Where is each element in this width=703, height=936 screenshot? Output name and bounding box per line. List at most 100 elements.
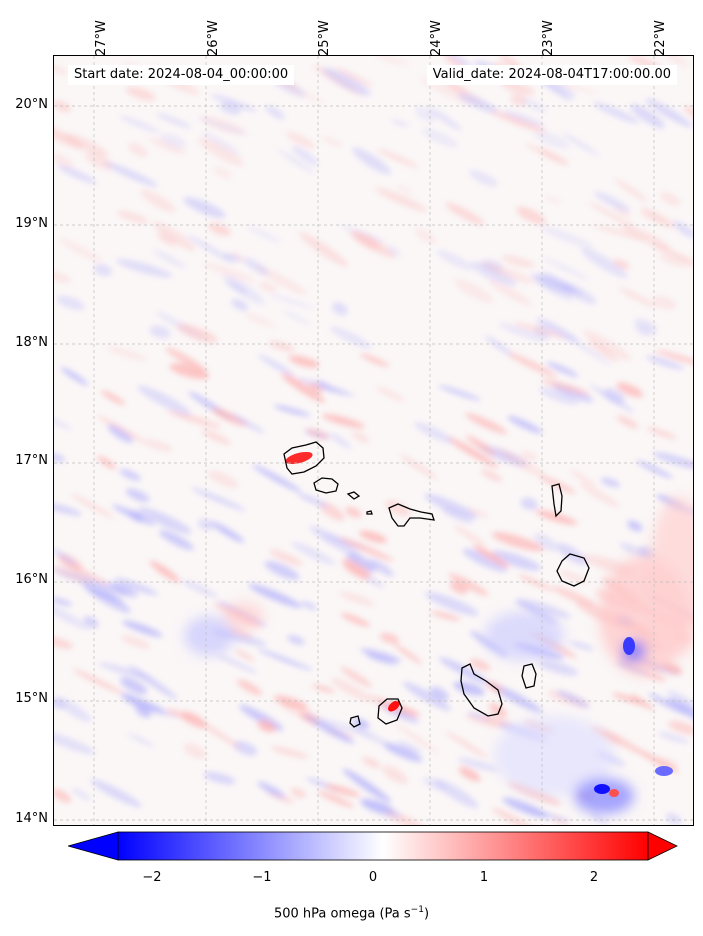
colorbar-gradient xyxy=(117,831,649,861)
omega-streak xyxy=(339,537,394,562)
omega-streak xyxy=(58,238,104,263)
omega-streak xyxy=(449,581,468,594)
omega-streak xyxy=(534,533,558,552)
omega-streak xyxy=(382,765,408,784)
omega-streak xyxy=(665,56,689,67)
omega-streak xyxy=(125,488,150,502)
omega-streak xyxy=(114,577,158,596)
omega-hotspots xyxy=(285,451,673,797)
island-santo-antao xyxy=(283,441,325,475)
omega-streak xyxy=(429,686,449,701)
omega-streak xyxy=(342,768,392,803)
omega-streak xyxy=(546,361,579,377)
omega-streak xyxy=(94,264,113,276)
omega-streak xyxy=(425,592,479,616)
island-santa-luzia xyxy=(346,491,361,500)
omega-streak xyxy=(128,665,178,700)
omega-streak xyxy=(329,326,372,349)
omega-streak xyxy=(236,679,263,696)
omega-streak xyxy=(448,573,489,596)
omega-streak xyxy=(119,469,141,481)
colorbar xyxy=(68,831,678,861)
omega-streak xyxy=(360,648,402,663)
latitude-label: 20°N xyxy=(15,97,48,112)
omega-streak xyxy=(427,107,463,131)
omega-streak xyxy=(330,678,371,702)
omega-streak xyxy=(128,143,148,157)
omega-streak xyxy=(54,730,96,755)
omega-streak xyxy=(645,355,684,370)
omega-streak xyxy=(109,582,138,598)
omega-streak xyxy=(346,553,377,573)
omega-streak xyxy=(473,544,510,568)
omega-streak xyxy=(441,507,474,524)
colorbar-tick: −2 xyxy=(142,870,162,885)
omega-streak xyxy=(339,591,375,606)
omega-streak xyxy=(231,299,248,311)
map-panel: Start date: 2024-08-04_00:00:00 Valid_da… xyxy=(53,55,694,826)
omega-streak xyxy=(169,363,210,380)
omega-streak xyxy=(362,757,381,769)
omega-streak xyxy=(465,413,508,435)
omega-streak xyxy=(54,453,66,462)
omega-streak xyxy=(230,413,265,434)
omega-streak xyxy=(54,602,91,631)
omega-streak xyxy=(332,302,348,316)
omega-streak xyxy=(369,558,394,577)
omega-streak xyxy=(666,812,682,825)
omega-streak xyxy=(652,452,693,469)
omega-streak xyxy=(498,322,546,342)
omega-streak xyxy=(376,386,405,402)
omega-streak xyxy=(222,253,242,262)
omega-streak xyxy=(222,274,265,305)
omega-streak xyxy=(510,94,527,107)
omega-streak xyxy=(57,164,97,184)
omega-streak xyxy=(321,413,365,429)
omega-streak xyxy=(516,598,572,619)
omega-streak xyxy=(458,766,481,782)
island-maio xyxy=(521,663,537,689)
omega-streak xyxy=(396,185,412,195)
omega-streak xyxy=(255,265,308,296)
omega-streak xyxy=(379,632,400,644)
omega-streak xyxy=(149,560,180,583)
omega-streak xyxy=(207,470,239,488)
omega-streak xyxy=(445,202,485,226)
omega-streak xyxy=(54,789,72,803)
omega-streak xyxy=(276,149,316,174)
colorbar-tick: 0 xyxy=(368,870,378,885)
omega-streak xyxy=(536,510,579,524)
longitude-label: 23°W xyxy=(541,20,556,56)
omega-streak xyxy=(659,192,681,206)
omega-streak xyxy=(156,233,177,247)
omega-streak xyxy=(673,221,693,238)
omega-streak xyxy=(453,525,487,547)
omega-streak xyxy=(375,56,409,66)
omega-streak xyxy=(56,295,85,311)
omega-streak xyxy=(480,261,535,284)
omega-streak xyxy=(645,98,692,128)
omega-streak xyxy=(569,641,595,651)
omega-streak xyxy=(203,771,236,785)
omega-streak xyxy=(582,330,632,361)
omega-streak xyxy=(518,574,554,591)
longitude-label: 26°W xyxy=(206,20,221,56)
valid-date-label: Valid_date: 2024-08-04T17:00:00.00 xyxy=(426,65,677,85)
omega-streaks xyxy=(54,56,693,825)
omega-streak xyxy=(453,681,485,696)
omega-streak xyxy=(160,133,187,149)
omega-streak xyxy=(152,249,187,269)
omega-streak xyxy=(90,779,142,808)
omega-streak xyxy=(297,493,328,508)
omega-streak xyxy=(187,235,235,264)
omega-streak xyxy=(445,731,488,758)
omega-streak xyxy=(340,666,373,688)
omega-streak xyxy=(340,613,371,627)
omega-streak xyxy=(54,502,82,516)
omega-streak xyxy=(507,415,543,434)
omega-streak xyxy=(282,310,312,326)
omega-streak xyxy=(280,701,321,723)
omega-streak xyxy=(298,232,349,267)
island-boa-vista xyxy=(556,553,590,587)
omega-streak xyxy=(215,654,258,674)
